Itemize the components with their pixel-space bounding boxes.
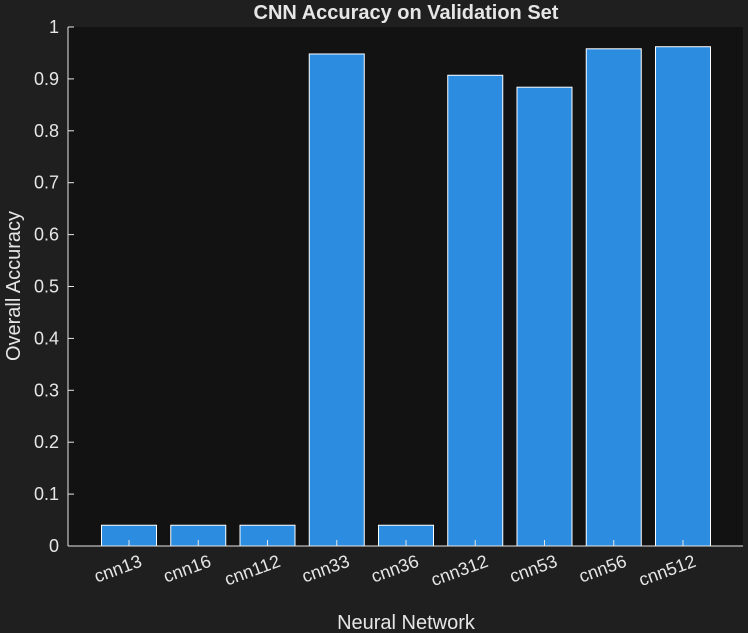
x-tick-label: cnn112 [222,551,283,590]
bar-cnn53 [516,86,573,547]
x-tick-label: cnn16 [161,551,214,587]
bar-cnn312 [447,74,504,547]
x-tick-label: cnn56 [576,551,629,587]
x-tick-label: cnn312 [428,551,490,590]
chart-title: CNN Accuracy on Validation Set [254,2,559,24]
x-axis-label: Neural Network [337,612,476,633]
y-tick-label: 0.8 [34,121,59,141]
y-axis-ticks: 0 0.1 0.2 0.3 0.4 0.5 0.6 0.7 0.8 0.9 1 [34,17,74,556]
x-tick-label: cnn512 [636,551,698,590]
x-tick-label: cnn36 [368,551,421,587]
y-axis-label: Overall Accuracy [3,211,25,361]
y-tick-label: 0.3 [34,380,59,400]
y-tick-label: 0.4 [34,328,59,348]
bar-cnn56 [585,48,642,547]
bar-cnn33 [308,53,365,547]
y-tick-label: 0.2 [34,432,59,452]
y-tick-label: 0 [49,536,59,556]
y-tick-label: 1 [49,17,59,37]
x-tick-label: cnn13 [91,551,144,587]
x-tick-label: cnn33 [299,551,352,587]
y-tick-label: 0.9 [34,69,59,89]
bar-group [101,46,711,547]
y-tick-label: 0.6 [34,225,59,245]
y-tick-label: 0.7 [34,173,59,193]
y-tick-label: 0.1 [34,484,59,504]
x-tick-label: cnn53 [507,551,560,587]
bar-cnn512 [655,46,711,547]
y-tick-label: 0.5 [34,277,59,297]
x-axis-ticks: cnn13 cnn16 cnn112 cnn33 cnn36 cnn312 cnn53 cnn… [91,540,698,590]
